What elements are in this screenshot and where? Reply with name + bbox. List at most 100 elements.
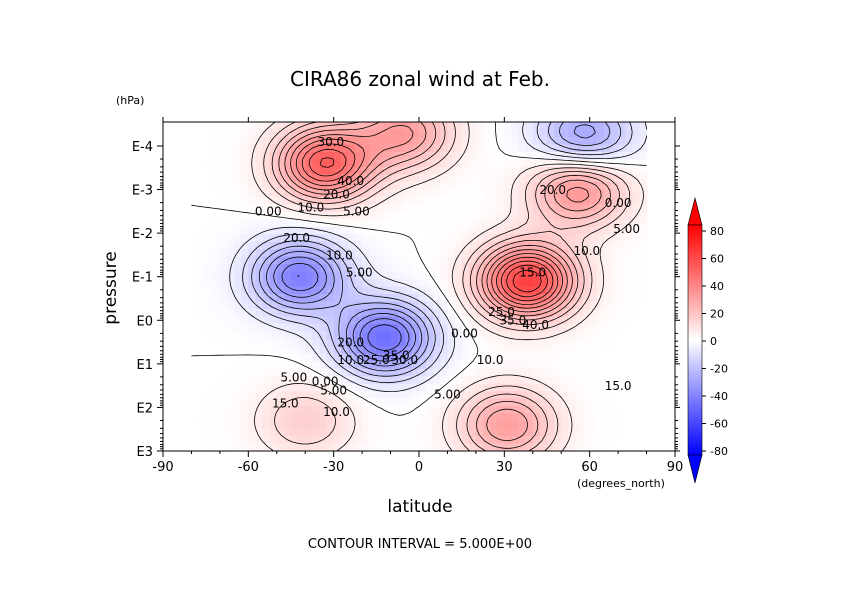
field-cell [589,249,598,258]
field-cell [618,234,626,243]
field-cell [291,234,299,243]
field-cell [518,338,527,347]
field-cell [312,361,321,370]
field-cell [227,398,235,407]
field-cell [575,271,584,280]
field-cell [518,361,527,370]
field-cell [340,211,349,220]
field-cell [369,383,377,392]
field-cell [426,376,434,385]
field-cell [461,256,470,265]
field-cell [305,316,313,325]
field-cell [589,368,598,377]
field-cell [319,368,328,377]
field-cell [504,181,513,190]
field-cell [276,271,285,280]
field-cell [525,308,534,318]
field-cell [589,226,598,235]
field-cell [625,436,633,445]
field-cell [376,443,385,451]
field-cell [461,271,470,280]
field-cell [369,181,377,190]
colorbar-tick-label: -80 [710,445,728,458]
field-cell [554,428,562,437]
field-cell [468,249,477,258]
field-cell [390,256,399,265]
contour-line [297,275,402,351]
field-cell [362,428,370,437]
field-cell [298,406,306,415]
field-cell [369,391,377,400]
field-cell [227,316,235,325]
field-cell [411,383,420,392]
field-cell [362,136,370,146]
contour-label: 15.0 [519,266,546,280]
field-cell [404,226,413,235]
field-cell [219,301,228,310]
colorbar-tick-label: 20 [710,308,724,321]
field-cell [625,136,633,146]
field-cell [383,308,392,318]
field-cell [639,122,648,131]
field-cell [198,174,207,183]
field-cell [497,219,505,228]
field-cell [291,331,299,340]
field-cell [241,144,249,153]
field-cell [227,129,235,138]
field-cell [547,428,555,437]
field-cell [198,249,207,258]
field-cell [205,391,214,400]
field-cell [539,331,548,340]
field-cell [262,346,271,355]
field-cell [219,308,228,318]
field-cell [283,293,292,303]
field-cell [312,406,321,415]
field-cell [589,151,598,160]
field-cell [219,368,228,377]
field-cell [433,323,441,332]
field-cell [611,204,619,213]
field-cell [291,338,299,347]
field-cell [589,383,598,392]
field-cell [305,234,313,243]
field-cell [490,189,498,198]
field-cell [362,219,370,228]
field-cell [419,353,427,362]
field-cell [276,264,285,273]
field-cell [575,368,584,377]
field-cell [539,241,548,250]
field-cell [419,151,427,160]
field-cell [376,398,385,407]
field-cell [383,338,392,347]
field-cell [532,279,541,288]
field-cell [525,256,534,265]
field-cell [269,376,278,385]
field-cell [276,346,285,355]
field-cell [390,181,399,190]
field-cell [575,166,584,175]
field-cell [454,286,463,295]
field-cell [219,256,228,265]
field-cell [340,204,349,213]
field-cell [390,376,399,385]
field-cell [490,151,498,160]
field-cell [262,159,271,168]
field-cell [618,293,626,303]
field-cell [603,144,612,153]
field-cell [525,136,534,146]
field-cell [248,323,257,332]
field-cell [248,204,257,213]
field-cell [312,241,321,250]
field-cell [241,211,249,220]
field-cell [475,166,484,175]
field-cell [355,428,363,437]
field-cell [603,368,612,377]
field-cell [411,323,420,332]
field-cell [305,346,313,355]
field-cell [276,331,285,340]
field-cell [333,346,342,355]
field-cell [262,234,271,243]
field-cell [504,189,513,198]
field-cell [475,144,484,153]
field-cell [283,129,292,138]
